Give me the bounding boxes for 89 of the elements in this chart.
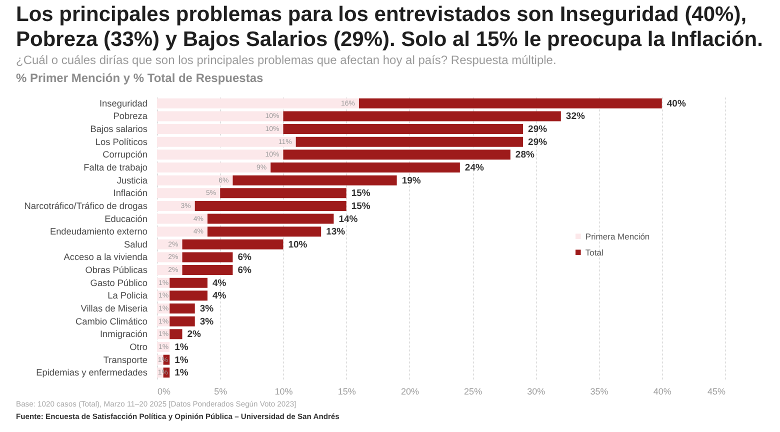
text: % Primer Mención y % Total de Respuestas [16, 71, 264, 85]
bar [170, 304, 195, 314]
bar [157, 175, 233, 186]
y-tick-label: Salud [124, 239, 148, 250]
bar [170, 278, 208, 288]
total-label: 1% [174, 368, 189, 379]
bar [194, 200, 346, 211]
bar [283, 150, 510, 160]
bar [296, 136, 524, 147]
y-tick-label: Inflación [113, 188, 148, 198]
total-label: 4% [212, 278, 227, 289]
total-label: 29% [528, 136, 548, 148]
y-tick-label: Transporte [103, 354, 148, 365]
bar [157, 98, 359, 108]
total-label: 6% [238, 252, 252, 264]
total-label: 40% [666, 98, 686, 110]
y-tick-label: Epidemias y enfermedades [36, 368, 148, 378]
bar [157, 188, 220, 198]
y-tick-label: Corrupción [102, 150, 148, 160]
x-tick-label: 35% [590, 386, 608, 396]
total-label: 1% [174, 354, 189, 366]
total-label: 3% [200, 304, 214, 314]
bar [157, 162, 271, 172]
y-tick-label: Justicia [116, 175, 148, 186]
bar [157, 226, 208, 237]
y-tick-label: Acceso a la vivienda [64, 252, 148, 262]
legend-label: Total [585, 247, 604, 258]
bar [270, 162, 460, 172]
total-label: 24% [464, 162, 484, 174]
bar [157, 111, 284, 122]
bar [207, 226, 322, 237]
bar [157, 200, 195, 211]
total-label: 15% [351, 188, 371, 200]
bar [358, 98, 662, 108]
total-label: 32% [566, 111, 586, 122]
bar [232, 175, 397, 186]
bar [182, 265, 233, 276]
x-tick-label: 25% [464, 386, 482, 396]
total-label: 29% [528, 124, 548, 136]
bar [170, 290, 208, 301]
bar [170, 329, 182, 340]
y-tick-label: La Policia [108, 290, 148, 301]
bar [283, 124, 524, 134]
legend-label: Primera Mención [585, 231, 650, 242]
chart-title: Los principales problemas para los entrevistados son Inseguridad (40%), Pobreza (33%) y Bajos Salarios (29%). Solo al 15% le preocupa la Inflación. [16, 3, 763, 51]
total-label: 2% [187, 329, 202, 340]
bar [157, 136, 296, 147]
x-tick-label: 0% [158, 386, 171, 396]
bar [182, 252, 233, 262]
x-tick-label: 40% [653, 386, 672, 396]
x-tick-label: 15% [338, 386, 356, 396]
total-label: 3% [200, 316, 214, 328]
total-label: 14% [338, 214, 358, 225]
y-tick-label: Inmigración [100, 329, 148, 340]
y-tick-label: Los Políticos [95, 136, 148, 147]
bar [283, 111, 561, 122]
x-tick-label: 45% [707, 386, 726, 396]
total-label: 19% [402, 175, 422, 186]
y-tick-label: Narcotráfico/Tráfico de drogas [24, 200, 148, 211]
chart-subtitle: ¿Cuál o cuáles dirías que son los principales problemas que afectan hoy al país? Respuesta múltiple. [16, 53, 556, 67]
total-label: 28% [515, 150, 535, 161]
y-tick-label: Villas de Miseria [80, 304, 148, 314]
total-label: 4% [212, 290, 227, 302]
total-label: 13% [326, 226, 346, 238]
y-tick-label: Bajos salarios [90, 124, 148, 134]
total-label: 15% [351, 200, 371, 212]
bar [157, 150, 284, 160]
y-tick-label: Educación [104, 214, 148, 224]
x-tick-label: 5% [214, 386, 228, 396]
y-tick-label: Gasto Público [90, 278, 148, 288]
x-tick-label: 30% [527, 386, 546, 396]
total-label: 1% [174, 342, 189, 353]
y-tick-label: Otro [130, 342, 148, 352]
y-tick-label: Cambio Climático [76, 316, 148, 326]
bar [207, 214, 334, 224]
y-tick-label: Endeudamiento externo [50, 226, 148, 237]
bar [220, 188, 346, 198]
bar [182, 239, 284, 250]
y-tick-label: Inseguridad [99, 98, 148, 108]
y-tick-label: Falta de trabajo [84, 162, 148, 172]
x-tick-label: 20% [400, 386, 419, 396]
total-label: 6% [238, 265, 252, 276]
y-tick-label: Pobreza [113, 111, 148, 122]
total-label: 10% [288, 239, 308, 250]
x-tick-label: 10% [274, 386, 293, 396]
y-tick-label: Obras Públicas [85, 265, 148, 276]
bar [157, 214, 208, 224]
bar [157, 124, 284, 134]
bar [170, 316, 195, 326]
